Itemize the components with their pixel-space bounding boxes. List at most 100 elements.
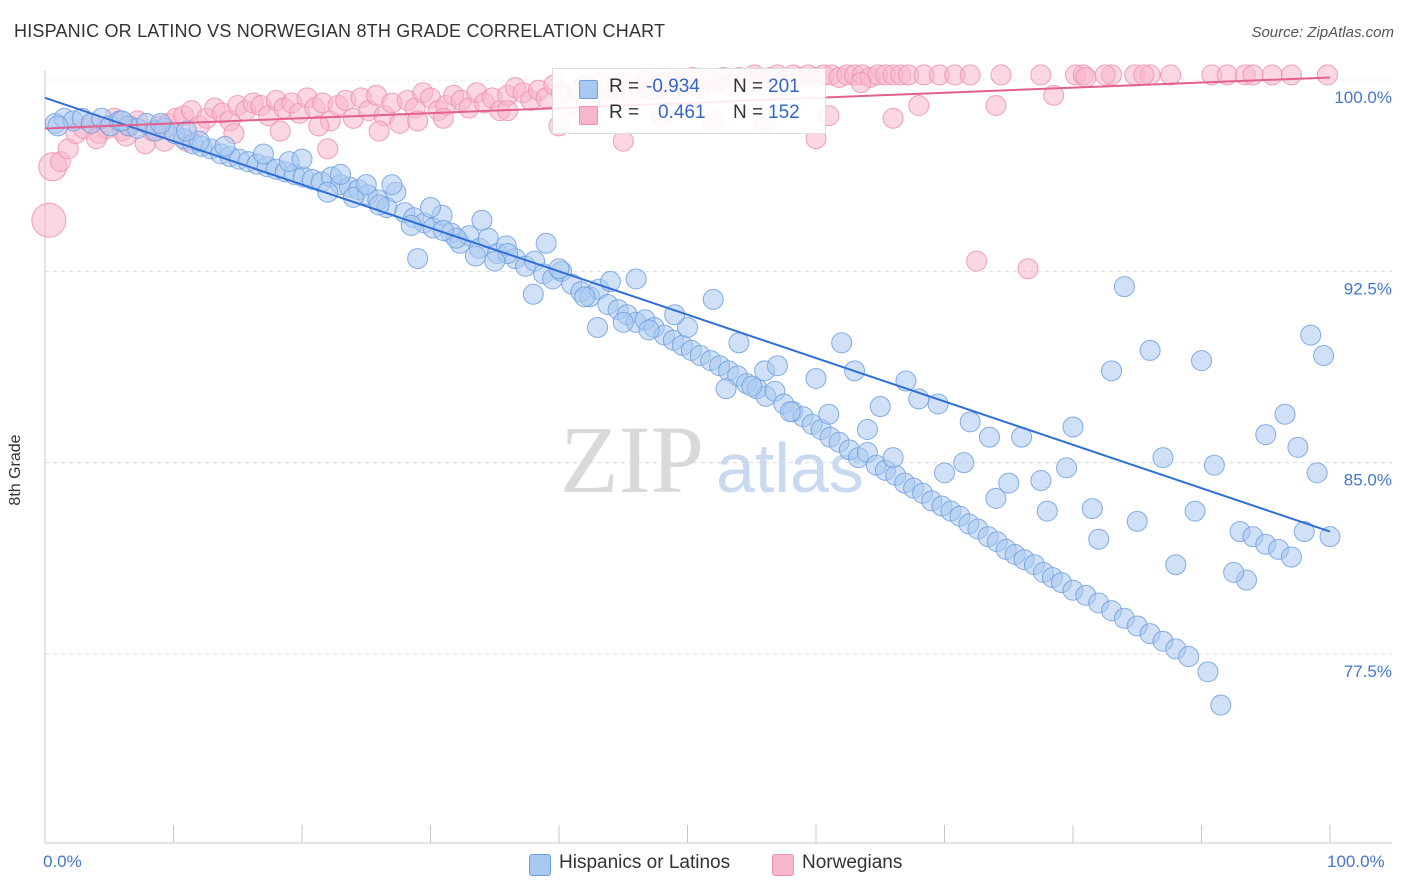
data-point — [818, 403, 840, 425]
data-point — [47, 115, 69, 137]
data-point — [407, 248, 429, 270]
data-point — [432, 107, 454, 129]
data-point — [330, 163, 352, 185]
data-point — [1062, 416, 1084, 438]
data-point — [677, 316, 698, 338]
trend-line-hispanics — [44, 96, 1331, 533]
data-point — [1280, 64, 1302, 86]
data-point — [1126, 510, 1148, 532]
data-point — [985, 487, 1007, 509]
data-point — [715, 378, 737, 400]
data-point — [1113, 276, 1135, 298]
data-point — [1030, 64, 1052, 86]
chart-title: HISPANIC OR LATINO VS NORWEGIAN 8TH GRAD… — [14, 21, 666, 41]
source-credit: Source: ZipAtlas.com — [1251, 24, 1394, 41]
axes — [44, 70, 1392, 844]
data-point — [1075, 66, 1097, 88]
data-point — [959, 64, 981, 86]
data-point — [1191, 350, 1212, 372]
data-point — [1306, 462, 1328, 484]
series-hispanics — [44, 107, 1341, 716]
legend-label: Hispanics or Latinos — [559, 852, 731, 873]
data-point — [978, 426, 1000, 448]
data-point — [355, 174, 377, 196]
data-point — [420, 197, 441, 219]
data-point — [1242, 64, 1264, 86]
data-point — [535, 232, 557, 254]
data-point — [985, 95, 1007, 117]
data-point — [625, 268, 647, 290]
watermark-zip: ZIP — [560, 406, 704, 513]
data-point — [1017, 258, 1039, 280]
data-point — [1184, 500, 1206, 522]
data-point — [1319, 526, 1341, 548]
data-point — [1160, 64, 1182, 86]
data-point — [1274, 403, 1296, 425]
data-point — [368, 120, 390, 142]
r-label: R = — [609, 76, 640, 97]
y-axis-label: 8th Grade — [7, 434, 24, 506]
data-point — [317, 138, 339, 160]
data-point — [934, 462, 955, 484]
data-point — [214, 135, 236, 157]
y-tick-label: 77.5% — [1344, 662, 1392, 681]
data-point — [953, 452, 975, 474]
data-point — [381, 174, 403, 196]
data-point — [779, 401, 801, 423]
data-point — [1300, 324, 1322, 346]
data-point — [574, 286, 596, 308]
data-point — [998, 472, 1020, 494]
data-point — [342, 186, 364, 208]
data-point — [1316, 64, 1338, 86]
data-point — [368, 194, 390, 216]
data-point — [1152, 447, 1174, 469]
data-point — [741, 375, 763, 397]
data-point — [612, 311, 634, 333]
data-point — [587, 316, 609, 338]
data-point — [252, 143, 274, 165]
data-point — [1081, 498, 1103, 520]
data-point — [805, 367, 827, 389]
data-point — [728, 332, 750, 354]
data-point — [1094, 64, 1116, 86]
data-point — [471, 209, 493, 231]
data-point — [908, 95, 930, 117]
n-value: 201 — [768, 76, 800, 97]
data-point — [638, 319, 660, 341]
data-point — [1210, 694, 1232, 716]
data-point — [1178, 646, 1200, 668]
data-point — [484, 250, 506, 272]
data-point — [1165, 554, 1187, 576]
n-value: 152 — [768, 102, 800, 123]
norwegians-swatch — [579, 106, 598, 125]
data-point — [1056, 457, 1078, 479]
norwegians-swatch — [772, 854, 794, 876]
data-point — [432, 220, 454, 242]
y-tick-label: 100.0% — [1334, 88, 1392, 107]
data-point — [1043, 84, 1065, 106]
data-point — [389, 112, 411, 134]
data-point — [1223, 561, 1245, 583]
y-tick-label: 85.0% — [1344, 471, 1392, 490]
data-point — [464, 245, 486, 267]
data-point — [1139, 339, 1161, 361]
x-tick-label-min: 0.0% — [43, 852, 82, 871]
data-point — [407, 110, 429, 132]
data-point — [702, 288, 724, 310]
hispanics-swatch — [579, 80, 598, 99]
r-value: 0.461 — [658, 102, 706, 123]
data-point — [882, 107, 904, 129]
y-tick-labels: 100.0% 92.5% 85.0% 77.5% — [1334, 88, 1392, 681]
r-label: R = — [609, 102, 640, 123]
data-point — [1255, 424, 1277, 446]
y-tick-label: 92.5% — [1344, 279, 1392, 298]
data-point — [959, 411, 981, 433]
data-point — [766, 355, 788, 377]
data-point — [869, 396, 891, 418]
data-point — [856, 419, 878, 441]
data-point — [612, 130, 634, 152]
data-point — [1133, 64, 1155, 86]
data-point — [1261, 64, 1283, 86]
n-label: N = — [733, 76, 764, 97]
stats-legend: R = -0.934 N = 201 R = 0.461 N = 152 — [552, 68, 826, 134]
